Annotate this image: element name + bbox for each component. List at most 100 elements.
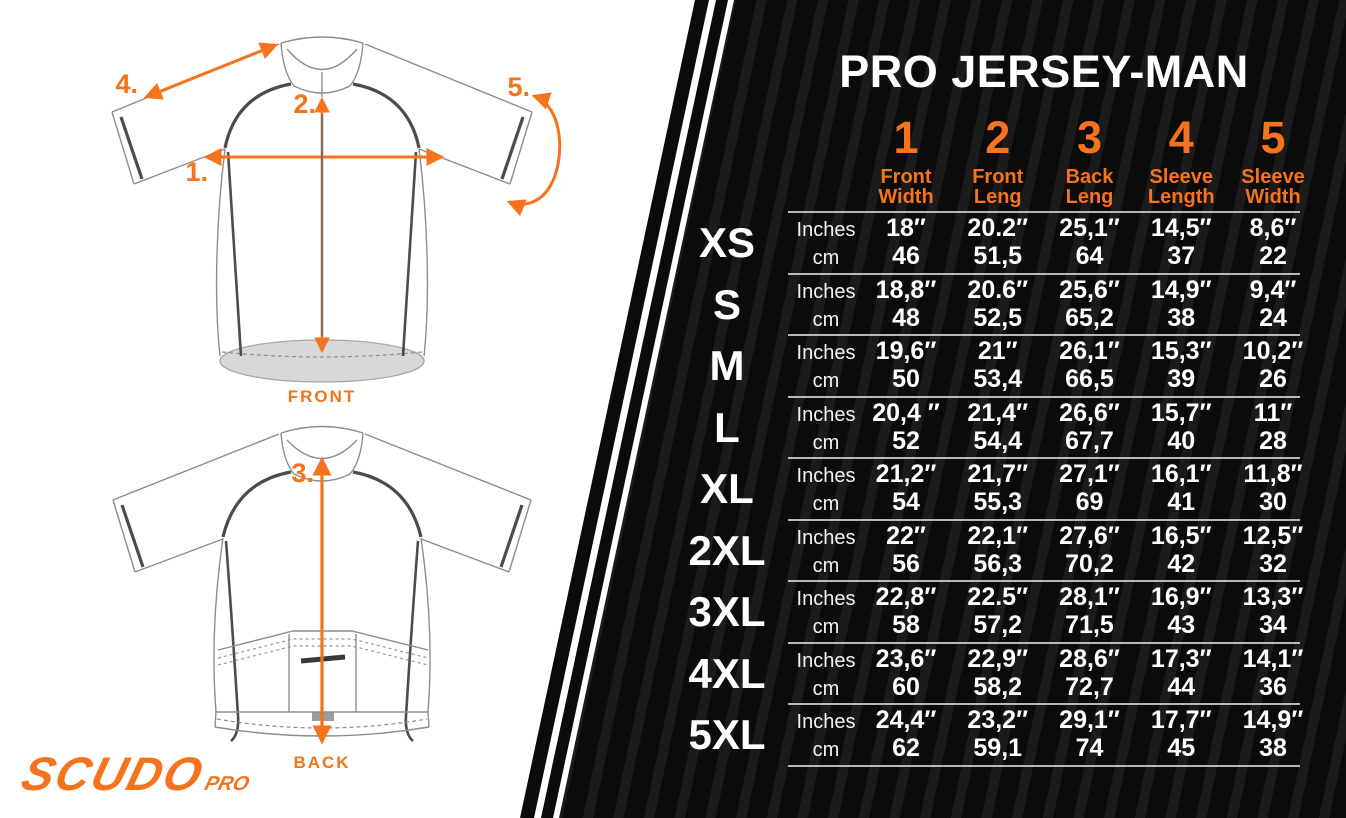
column-label-line1: Sleeve	[1241, 166, 1305, 188]
inches-value: 21,7″	[967, 460, 1029, 489]
back-jersey-diagram: 3. BACK	[112, 425, 532, 772]
cm-value: 74	[1075, 734, 1104, 763]
inches-value: 22″	[886, 521, 926, 550]
unit-label-inches: Inches	[796, 465, 856, 488]
unit-label-cm: cm	[812, 247, 840, 269]
size-label-XS: XS	[698, 219, 756, 266]
cm-value: 42	[1167, 549, 1196, 578]
cm-value: 54,4	[973, 426, 1023, 455]
cm-value: 48	[892, 303, 920, 332]
unit-label-cm: cm	[812, 431, 840, 454]
brand-logo-text: SCUDO	[16, 747, 211, 800]
cm-value: 39	[1167, 365, 1196, 394]
cm-value: 28	[1259, 426, 1287, 455]
size-label-M: M	[709, 342, 745, 390]
row-divider	[788, 395, 1300, 398]
unit-label-cm: cm	[812, 677, 840, 700]
cm-value: 66,5	[1065, 365, 1114, 394]
inches-value: 15,7″	[1150, 398, 1212, 427]
size-label-3XL: 3XL	[688, 588, 766, 636]
inches-value: 18″	[886, 214, 926, 242]
inches-value: 22.5″	[967, 583, 1029, 612]
unit-label-inches: Inches	[796, 219, 856, 241]
inches-value: 17,7″	[1150, 706, 1212, 735]
inches-value: 20.2″	[967, 214, 1029, 242]
inches-value: 20,4 ″	[872, 398, 940, 427]
cm-value: 53,4	[973, 365, 1023, 394]
cm-value: 45	[1167, 734, 1196, 763]
cm-value: 72,7	[1065, 672, 1114, 701]
column-number: 5	[1260, 112, 1286, 163]
measure-label-4: 4.	[115, 69, 138, 99]
column-label-line1: Sleeve	[1149, 166, 1213, 188]
front-caption: FRONT	[288, 387, 357, 406]
measure-label-2: 2.	[293, 89, 316, 119]
cm-value: 30	[1259, 488, 1287, 517]
brand-logo-sub: PRO	[202, 773, 252, 795]
inches-value: 21″	[977, 337, 1018, 366]
column-label-line2: Width	[1245, 186, 1301, 208]
column-number: 1	[893, 112, 919, 163]
unit-label-cm: cm	[812, 616, 840, 639]
row-divider	[788, 272, 1300, 275]
back-measure-arrows: 3.	[291, 456, 332, 745]
inches-value: 25,6″	[1059, 275, 1120, 304]
cm-value: 44	[1167, 672, 1196, 701]
column-header-4: 4 Sleeve Length	[1135, 112, 1227, 208]
cm-value: 64	[1075, 242, 1104, 270]
inches-value: 15,3″	[1150, 337, 1212, 366]
inches-value: 28,1″	[1059, 583, 1120, 612]
inches-value: 16,1″	[1150, 460, 1212, 489]
unit-label-cm: cm	[812, 739, 840, 762]
cm-value: 56	[892, 549, 920, 578]
size-label-S: S	[712, 280, 741, 328]
unit-label-inches: Inches	[796, 526, 856, 549]
cm-value: 26	[1259, 365, 1287, 394]
size-label-2XL: 2XL	[688, 526, 766, 574]
inches-value: 26,1″	[1059, 337, 1120, 366]
unit-label-inches: Inches	[796, 711, 856, 734]
inches-value: 14,9″	[1150, 275, 1212, 304]
row-divider	[788, 211, 1300, 213]
measure-arrow-5	[506, 92, 562, 217]
inches-value: 13,3″	[1242, 583, 1304, 612]
cm-value: 24	[1259, 303, 1287, 332]
front-jersey-diagram: 1. 2. 4. 5. FRONT	[111, 36, 562, 406]
cm-value: 51,5	[973, 242, 1023, 270]
front-measure-arrows: 1. 2. 4. 5.	[115, 42, 562, 354]
cm-value: 71,5	[1065, 611, 1114, 640]
row-divider	[788, 334, 1300, 337]
column-label: Front Width	[860, 167, 952, 207]
row-divider	[788, 457, 1300, 460]
cm-value: 40	[1167, 426, 1196, 455]
cm-value: 50	[892, 365, 920, 394]
column-label-line2: Leng	[1065, 186, 1114, 208]
column-number: 4	[1168, 112, 1194, 163]
row-divider	[788, 580, 1300, 583]
column-label: Front Leng	[952, 167, 1044, 207]
cm-value: 52,5	[973, 303, 1023, 332]
cm-value: 58,2	[973, 672, 1023, 701]
cm-value: 69	[1075, 488, 1104, 517]
inches-value: 11,8″	[1243, 460, 1303, 489]
column-label-line1: Front	[972, 166, 1024, 188]
cm-value: 65,2	[1065, 303, 1114, 332]
column-header-5: 5 Sleeve Width	[1227, 112, 1319, 208]
cm-value: 60	[892, 672, 920, 701]
unit-label-cm: cm	[812, 493, 840, 516]
measure-arrow-4	[143, 42, 279, 100]
column-header-2: 2 Front Leng	[952, 112, 1044, 208]
column-label-line1: Front	[880, 166, 932, 188]
column-number: 2	[985, 112, 1011, 163]
cm-value: 54	[892, 488, 920, 517]
inches-value: 12,5″	[1242, 521, 1304, 550]
inches-value: 9,4″	[1249, 275, 1297, 304]
inches-value: 22,9″	[967, 644, 1029, 673]
column-number: 3	[1076, 112, 1103, 163]
cm-value: 56,3	[973, 549, 1023, 578]
cm-value: 46	[892, 242, 920, 270]
column-label-line2: Length	[1147, 186, 1215, 208]
inches-value: 29,1″	[1059, 706, 1120, 735]
inches-value: 21,4″	[967, 398, 1029, 427]
